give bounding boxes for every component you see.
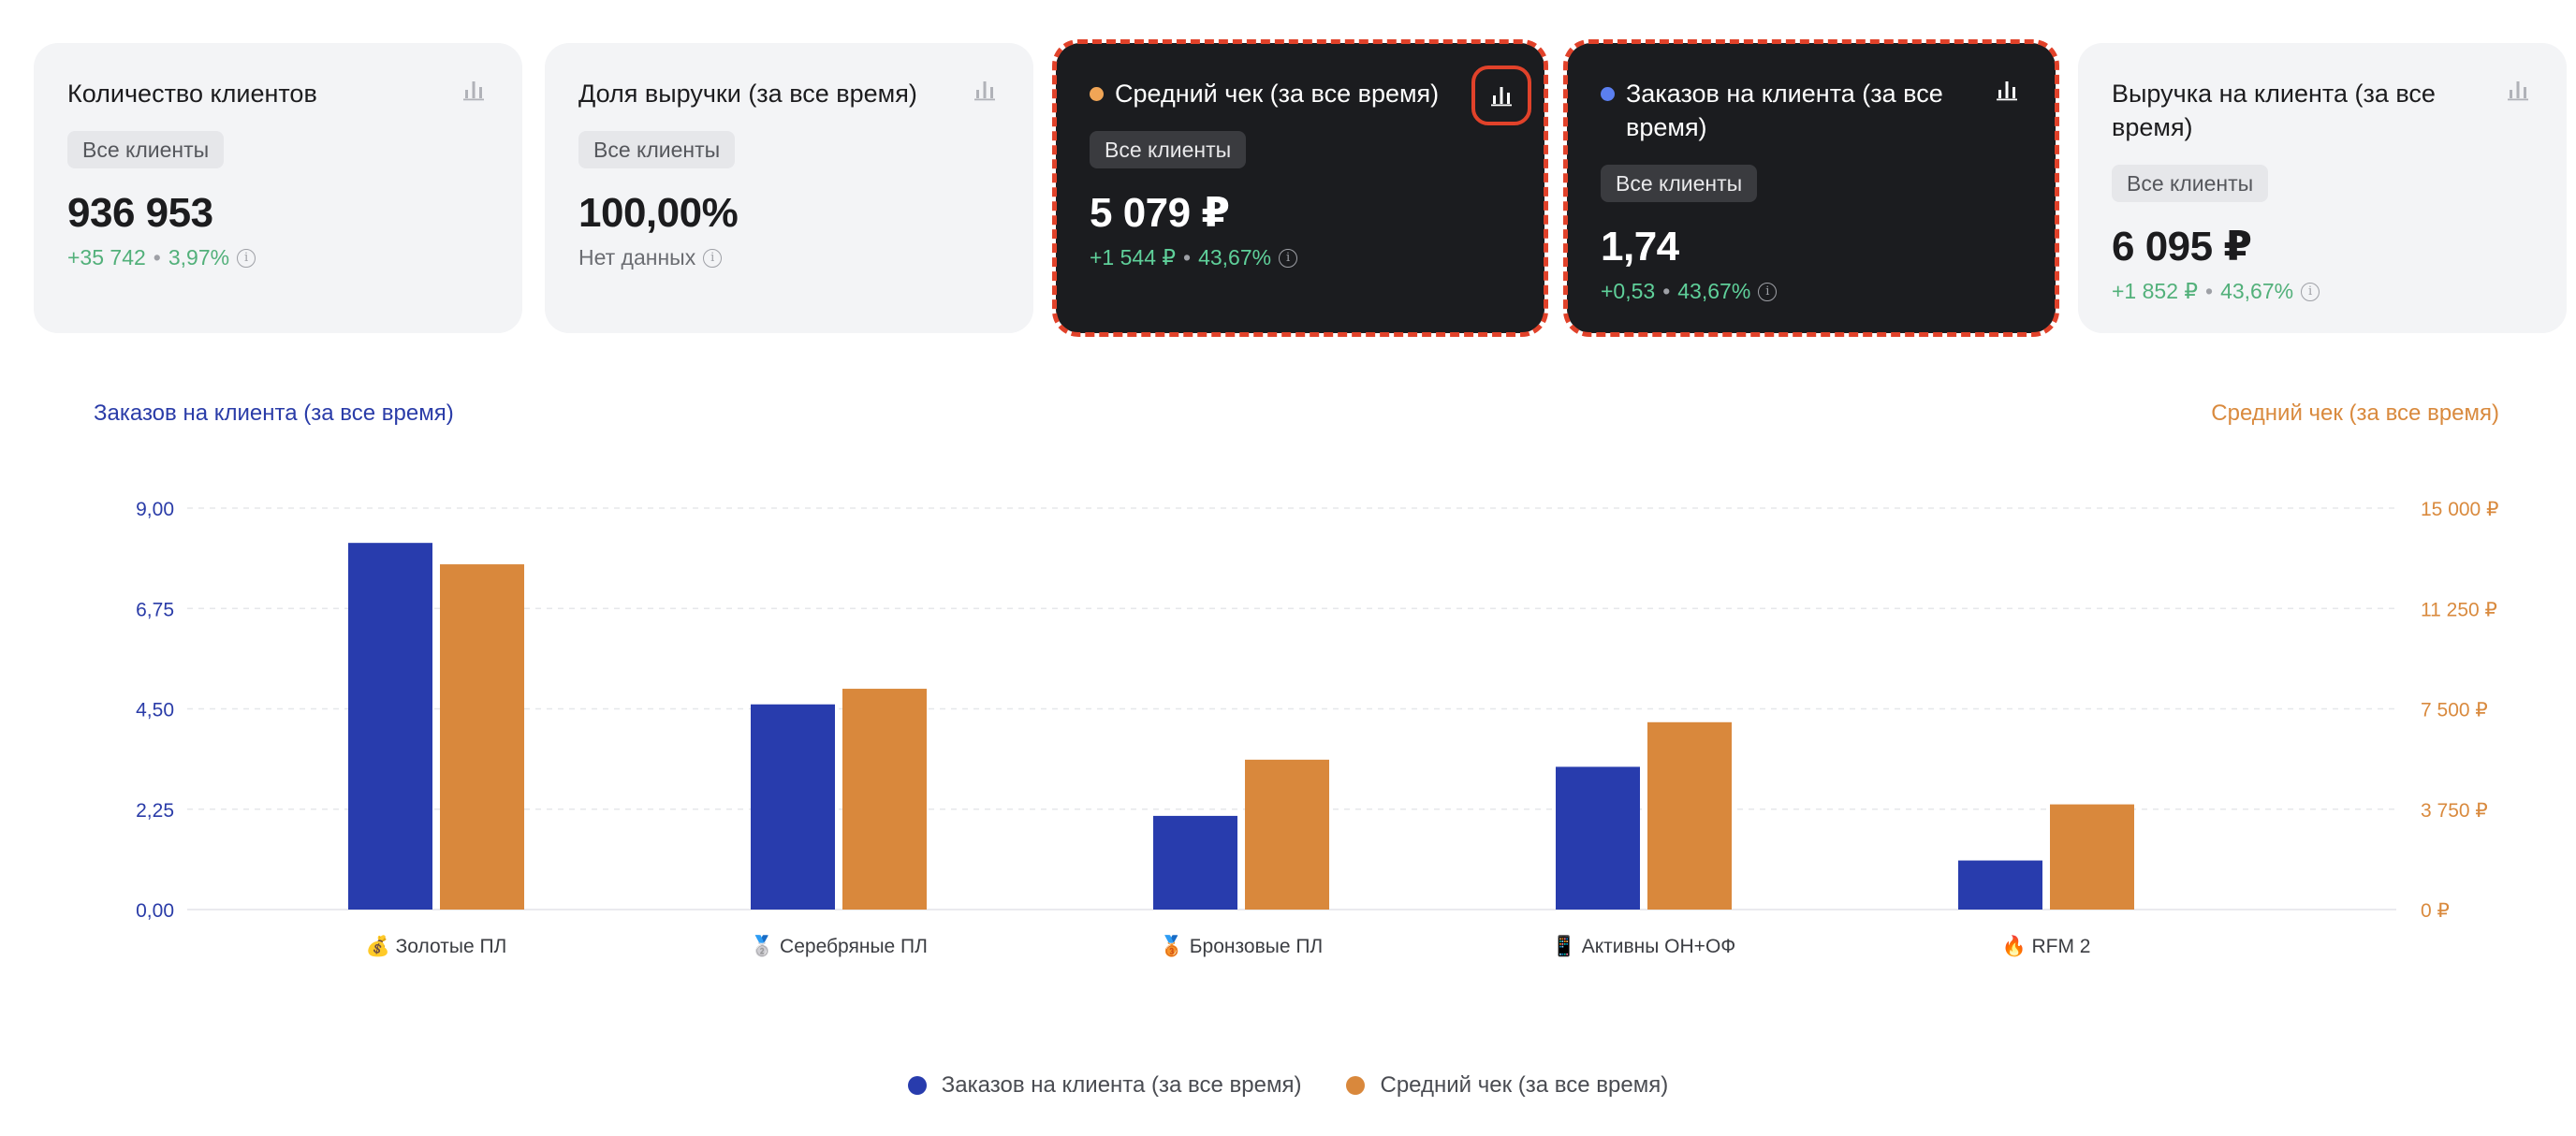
kpi-value: 936 953 (67, 190, 213, 236)
kpi-card-title: Выручка на клиента (за все время) (2112, 77, 2533, 144)
kpi-delta-pct: 43,67% (1198, 245, 1272, 269)
segment-badge[interactable]: Все клиенты (67, 131, 225, 168)
y-tick-right: 7 500 ₽ (2421, 700, 2488, 721)
y-tick-left: 9,00 (136, 499, 174, 520)
x-tick-label: 💰 Золотые ПЛ (366, 934, 507, 958)
y-tick-right: 0 ₽ (2421, 900, 2450, 922)
kpi-delta-pct: 43,67% (1677, 279, 1751, 303)
kpi-card-revenue-share[interactable]: Доля выручки (за все время) Все клиенты 10… (545, 43, 1033, 333)
kpi-card-orders-per-client[interactable]: Заказов на клиента (за все время) Все кли… (1563, 39, 2059, 337)
kpi-card-clients-count[interactable]: Количество клиентов Все клиенты 936 953 +35… (34, 43, 522, 333)
kpi-value: 100,00% (578, 190, 739, 236)
bar-orders (1556, 766, 1640, 910)
separator-dot: • (1662, 279, 1671, 303)
legend-label-avg-check: Средний чек (за все время) (1380, 1072, 1669, 1098)
kpi-card-title: Доля выручки (за все время) (578, 77, 1000, 110)
info-icon[interactable]: i (237, 248, 256, 268)
y-tick-right: 3 750 ₽ (2421, 800, 2488, 822)
segment-badge[interactable]: Все клиенты (1601, 165, 1758, 202)
show-chart-button[interactable] (964, 69, 1005, 110)
y-tick-left: 4,50 (136, 700, 174, 721)
x-tick-label: 🥉 Бронзовые ПЛ (1160, 934, 1323, 958)
kpi-value: 6 095 ₽ (2112, 224, 2252, 269)
show-chart-button[interactable] (2497, 69, 2539, 110)
kpi-card-title-text: Доля выручки (за все время) (578, 80, 917, 108)
bar-chart-icon (1997, 81, 2017, 101)
separator-dot: • (2205, 279, 2214, 303)
bar-avg-check (2050, 804, 2134, 910)
bar-avg-check (440, 564, 524, 910)
separator-dot: • (1183, 245, 1192, 269)
bar-orders (348, 543, 432, 910)
bar-orders (751, 704, 835, 910)
kpi-card-title-text: Выручка на клиента (за все время) (2112, 80, 2436, 141)
kpi-delta: +1 852 ₽ • 43,67% i (2112, 279, 2533, 304)
kpi-delta-abs: +1 852 ₽ (2112, 279, 2199, 303)
show-chart-button[interactable] (1986, 69, 2027, 110)
kpi-card-title: Средний чек (за все время) (1090, 77, 1511, 110)
bar-avg-check (1647, 721, 1732, 910)
kpi-card-title: Заказов на клиента (за все время) (1601, 77, 2022, 144)
info-icon[interactable]: i (2301, 282, 2320, 301)
kpi-card-title: Количество клиентов (67, 77, 489, 110)
kpi-delta-abs: +0,53 (1601, 279, 1656, 303)
kpi-card-revenue-per-client[interactable]: Выручка на клиента (за все время) Все кли… (2078, 43, 2567, 333)
separator-dot: • (153, 245, 161, 269)
chart-legend: Заказов на клиента (за все время) Средни… (0, 1072, 2576, 1099)
kpi-delta-pct: 43,67% (2220, 279, 2294, 303)
kpi-card-avg-check[interactable]: Средний чек (за все время) Все клиенты 5 0… (1052, 39, 1548, 337)
legend-item-avg-check[interactable]: Средний чек (за все время) (1346, 1072, 1668, 1099)
info-icon[interactable]: i (1279, 248, 1298, 268)
kpi-delta: Нет данных i (578, 245, 1000, 270)
bar-chart-icon (2508, 81, 2528, 101)
show-chart-button[interactable] (1471, 66, 1531, 125)
kpi-value: 1,74 (1601, 224, 1679, 269)
kpi-card-title-text: Заказов на клиента (за все время) (1626, 80, 1943, 141)
kpi-cards: Количество клиентов Все клиенты 936 953 +35… (34, 39, 2567, 337)
series-color-dot (1601, 87, 1615, 101)
x-tick-label: 📱 Активны ОН+ОФ (1552, 934, 1736, 957)
info-icon[interactable]: i (1758, 282, 1778, 301)
left-axis-title: Заказов на клиента (за все время) (94, 401, 454, 426)
segment-badge[interactable]: Все клиенты (2112, 165, 2269, 202)
bar-avg-check (842, 689, 927, 910)
legend-dot-avg-check (1346, 1076, 1366, 1095)
bar-orders (1153, 815, 1237, 910)
y-tick-left: 6,75 (136, 599, 174, 620)
kpi-delta: +1 544 ₽ • 43,67% i (1090, 245, 1511, 270)
kpi-delta-abs: +35 742 (67, 245, 146, 269)
x-tick-label: 🔥 RFM 2 (2002, 934, 2091, 957)
segment-badge[interactable]: Все клиенты (1090, 131, 1247, 168)
right-axis-title: Средний чек (за все время) (2211, 401, 2499, 426)
bar-chart-icon (1491, 87, 1512, 107)
kpi-card-title-text: Средний чек (за все время) (1115, 80, 1440, 108)
segment-badge[interactable]: Все клиенты (578, 131, 736, 168)
legend-label-orders: Заказов на клиента (за все время) (941, 1072, 1302, 1098)
legend-dot-orders (907, 1076, 927, 1095)
kpi-delta: +0,53 • 43,67% i (1601, 279, 2022, 304)
y-tick-right: 15 000 ₽ (2421, 499, 2498, 520)
kpi-value: 5 079 ₽ (1090, 190, 1230, 236)
legend-item-orders[interactable]: Заказов на клиента (за все время) (907, 1072, 1302, 1099)
bar-chart-icon (463, 81, 484, 101)
y-tick-left: 0,00 (136, 900, 174, 922)
show-chart-button[interactable] (453, 69, 494, 110)
kpi-delta-abs: Нет данных (578, 245, 696, 269)
series-color-dot (1090, 87, 1104, 101)
bar-orders (1958, 860, 2042, 910)
kpi-delta-abs: +1 544 ₽ (1090, 245, 1177, 269)
x-tick-label: 🥈 Серебряные ПЛ (750, 934, 928, 958)
y-tick-right: 11 250 ₽ (2421, 599, 2497, 620)
y-tick-left: 2,25 (136, 800, 174, 822)
kpi-card-title-text: Количество клиентов (67, 80, 317, 108)
info-icon[interactable]: i (703, 248, 723, 268)
bar-chart-icon (974, 81, 995, 101)
kpi-delta: +35 742 • 3,97% i (67, 245, 489, 270)
bar-avg-check (1245, 759, 1329, 910)
kpi-delta-pct: 3,97% (168, 245, 230, 269)
